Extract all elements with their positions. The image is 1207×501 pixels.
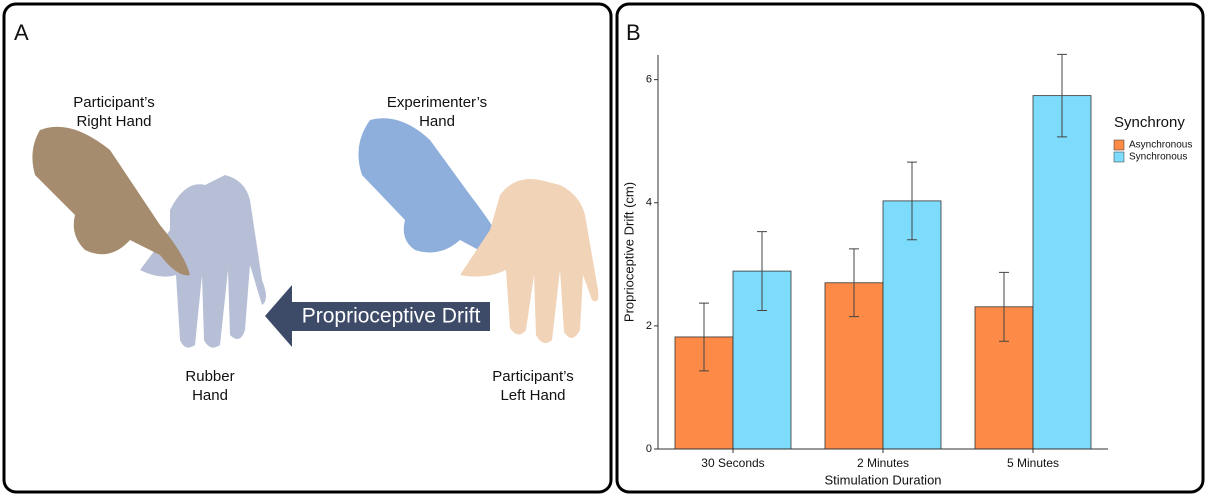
legend-title: Synchrony: [1114, 114, 1185, 131]
legend-swatch: [1114, 152, 1124, 162]
x-tick-label: 2 Minutes: [857, 456, 909, 470]
y-tick-label: 0: [646, 443, 652, 455]
legend-swatch: [1114, 140, 1124, 150]
x-tick-label: 30 Seconds: [701, 456, 764, 470]
panel-letter: B: [626, 20, 641, 45]
x-axis-title: Stimulation Duration: [824, 472, 941, 487]
hand-label: Participant’s: [73, 94, 154, 111]
hand-label: Right Hand: [76, 113, 151, 130]
panel-letter: A: [14, 20, 29, 45]
hand-label: Left Hand: [500, 387, 565, 404]
bar: [1033, 96, 1091, 449]
figure: A B Proprioceptive Drift Participant’s R…: [0, 0, 1207, 496]
y-tick-label: 4: [646, 197, 652, 209]
y-axis-title: Proprioceptive Drift (cm): [621, 182, 636, 322]
hand-label: Experimenter’s: [387, 94, 487, 111]
legend-label: Synchronous: [1129, 152, 1187, 163]
legend-label: Asynchronous: [1129, 140, 1192, 151]
hand-label: Rubber: [185, 368, 234, 385]
arrow-label: Proprioceptive Drift: [302, 305, 481, 328]
hand-label: Participant’s: [492, 368, 573, 385]
hand-label: Hand: [419, 113, 455, 130]
y-tick-label: 6: [646, 74, 652, 86]
x-tick-label: 5 Minutes: [1007, 456, 1059, 470]
y-tick-label: 2: [646, 320, 652, 332]
hand-label: Hand: [192, 387, 228, 404]
